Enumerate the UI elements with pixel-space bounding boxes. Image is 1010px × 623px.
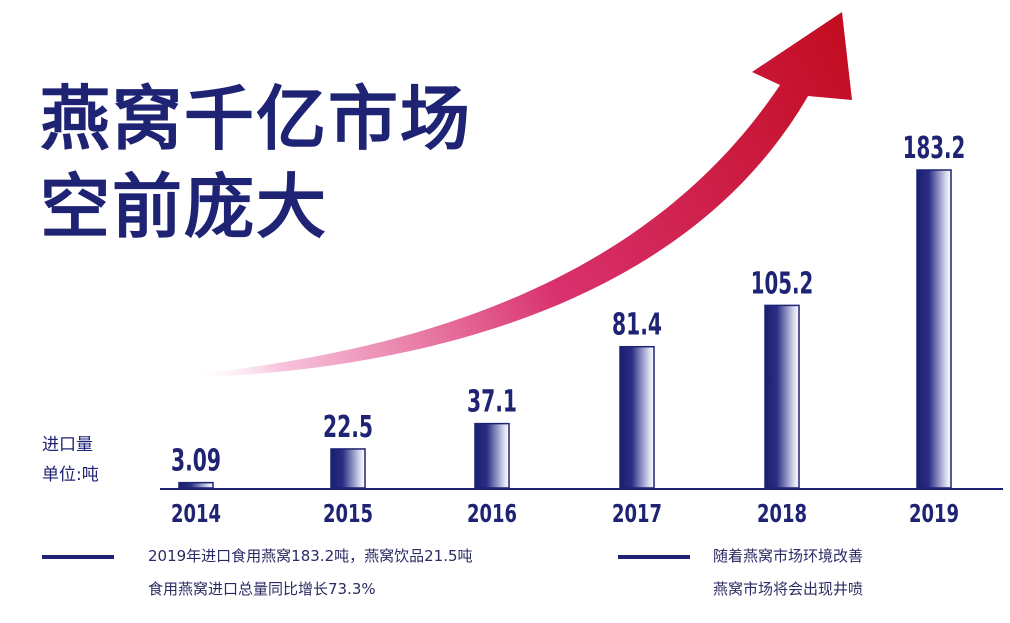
value-label-2016: 37.1 [467,385,517,420]
x-tick-label-2015: 2015 [323,499,373,528]
x-tick-label-2018: 2018 [757,499,807,528]
value-label-2015: 22.5 [323,410,373,445]
bar-2017 [619,345,655,489]
value-label-2019: 183.2 [903,131,966,166]
note-right-line2: 燕窝市场将会出现井喷 [713,580,864,598]
note-left-marker [42,555,114,559]
bar-2015 [330,448,366,489]
bar-2019 [916,169,952,489]
value-label-2017: 81.4 [612,308,662,343]
tick-label-group: 2014 2015 2016 2017 2018 2019 [171,499,959,528]
page-title-line2: 空前庞大 [40,166,328,248]
value-label-2014: 3.09 [171,444,221,479]
note-right-line1: 随着燕窝市场环境改善 [713,547,864,565]
y-axis-unit: 单位:吨 [42,465,99,485]
x-tick-label-2017: 2017 [612,499,662,528]
bar-2016 [474,422,510,489]
bar-2018 [764,304,800,489]
value-label-2018: 105.2 [751,266,814,301]
x-tick-label-2014: 2014 [171,499,221,528]
bar-2014 [178,481,214,489]
note-right-marker [618,555,690,559]
value-label-group: 3.09 22.5 37.1 81.4 105.2 183.2 [171,131,965,479]
x-tick-label-2019: 2019 [909,499,959,528]
x-tick-label-2016: 2016 [467,499,517,528]
growth-arrow-icon [185,12,852,378]
page-title-line1: 燕窝千亿市场 [40,78,472,160]
bar-group [178,169,952,489]
note-left-line1: 2019年进口食用燕窝183.2吨，燕窝饮品21.5吨 [148,547,473,565]
y-axis-label: 进口量 [42,435,93,455]
note-left-line2: 食用燕窝进口总量同比增长73.3% [148,580,376,598]
